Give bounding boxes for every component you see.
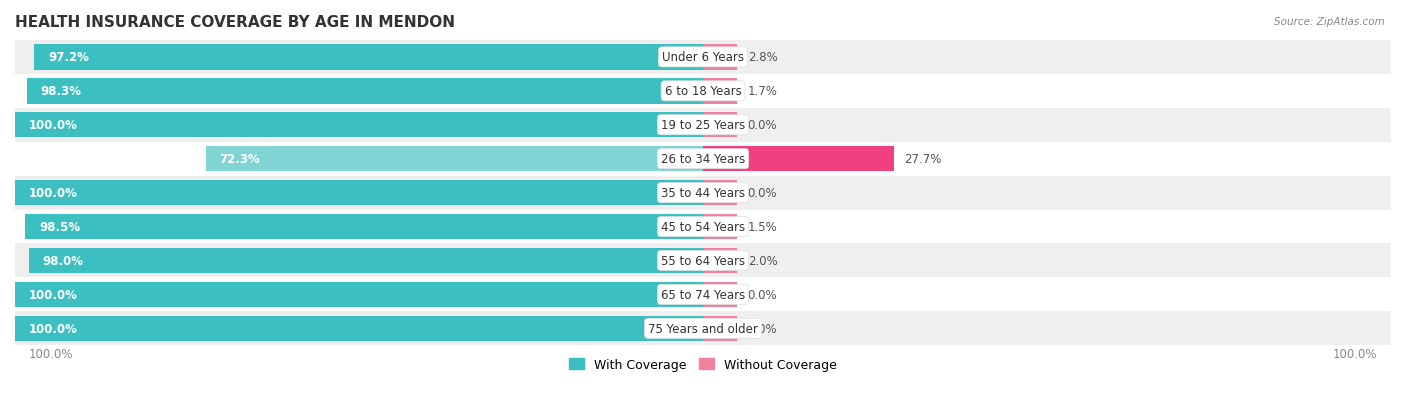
Text: 0.0%: 0.0% <box>748 187 778 199</box>
Text: 55 to 64 Years: 55 to 64 Years <box>661 254 745 267</box>
Bar <box>15 210 1391 244</box>
Text: 100.0%: 100.0% <box>28 347 73 360</box>
Bar <box>15 113 703 138</box>
Text: 0.0%: 0.0% <box>748 119 778 132</box>
Text: 1.7%: 1.7% <box>748 85 778 98</box>
Bar <box>15 278 1391 311</box>
Text: 35 to 44 Years: 35 to 44 Years <box>661 187 745 199</box>
Bar <box>703 79 737 104</box>
Text: 6 to 18 Years: 6 to 18 Years <box>665 85 741 98</box>
Bar <box>27 79 703 104</box>
Text: Under 6 Years: Under 6 Years <box>662 51 744 64</box>
Text: 100.0%: 100.0% <box>28 187 77 199</box>
Bar <box>15 142 1391 176</box>
Text: 45 to 54 Years: 45 to 54 Years <box>661 221 745 233</box>
Text: HEALTH INSURANCE COVERAGE BY AGE IN MENDON: HEALTH INSURANCE COVERAGE BY AGE IN MEND… <box>15 15 456 30</box>
Text: 97.2%: 97.2% <box>48 51 89 64</box>
Bar <box>703 180 737 206</box>
Text: 100.0%: 100.0% <box>28 288 77 301</box>
Bar <box>15 109 1391 142</box>
Bar <box>703 45 737 70</box>
Bar <box>34 45 703 70</box>
Bar <box>703 214 737 240</box>
Bar <box>15 282 703 307</box>
Text: 100.0%: 100.0% <box>28 322 77 335</box>
Bar <box>28 248 703 273</box>
Text: 27.7%: 27.7% <box>904 153 941 166</box>
Bar <box>703 316 737 341</box>
Bar <box>703 147 894 172</box>
Text: 100.0%: 100.0% <box>28 119 77 132</box>
Text: Source: ZipAtlas.com: Source: ZipAtlas.com <box>1274 17 1385 26</box>
Text: 2.0%: 2.0% <box>748 254 778 267</box>
Text: 19 to 25 Years: 19 to 25 Years <box>661 119 745 132</box>
Bar <box>15 75 1391 109</box>
Bar <box>15 316 703 341</box>
Text: 65 to 74 Years: 65 to 74 Years <box>661 288 745 301</box>
Bar <box>15 244 1391 278</box>
Bar <box>703 248 737 273</box>
Bar <box>15 176 1391 210</box>
Text: 0.0%: 0.0% <box>748 322 778 335</box>
Bar <box>15 311 1391 345</box>
Bar <box>703 282 737 307</box>
Text: 100.0%: 100.0% <box>1333 347 1378 360</box>
Text: 98.5%: 98.5% <box>39 221 80 233</box>
Bar <box>15 180 703 206</box>
Text: 98.3%: 98.3% <box>41 85 82 98</box>
Bar <box>703 113 737 138</box>
Bar <box>205 147 703 172</box>
Text: 72.3%: 72.3% <box>219 153 260 166</box>
Bar <box>15 41 1391 75</box>
Text: 2.8%: 2.8% <box>748 51 778 64</box>
Text: 0.0%: 0.0% <box>748 288 778 301</box>
Legend: With Coverage, Without Coverage: With Coverage, Without Coverage <box>564 353 842 376</box>
Bar <box>25 214 703 240</box>
Text: 26 to 34 Years: 26 to 34 Years <box>661 153 745 166</box>
Text: 98.0%: 98.0% <box>42 254 83 267</box>
Text: 1.5%: 1.5% <box>748 221 778 233</box>
Text: 75 Years and older: 75 Years and older <box>648 322 758 335</box>
